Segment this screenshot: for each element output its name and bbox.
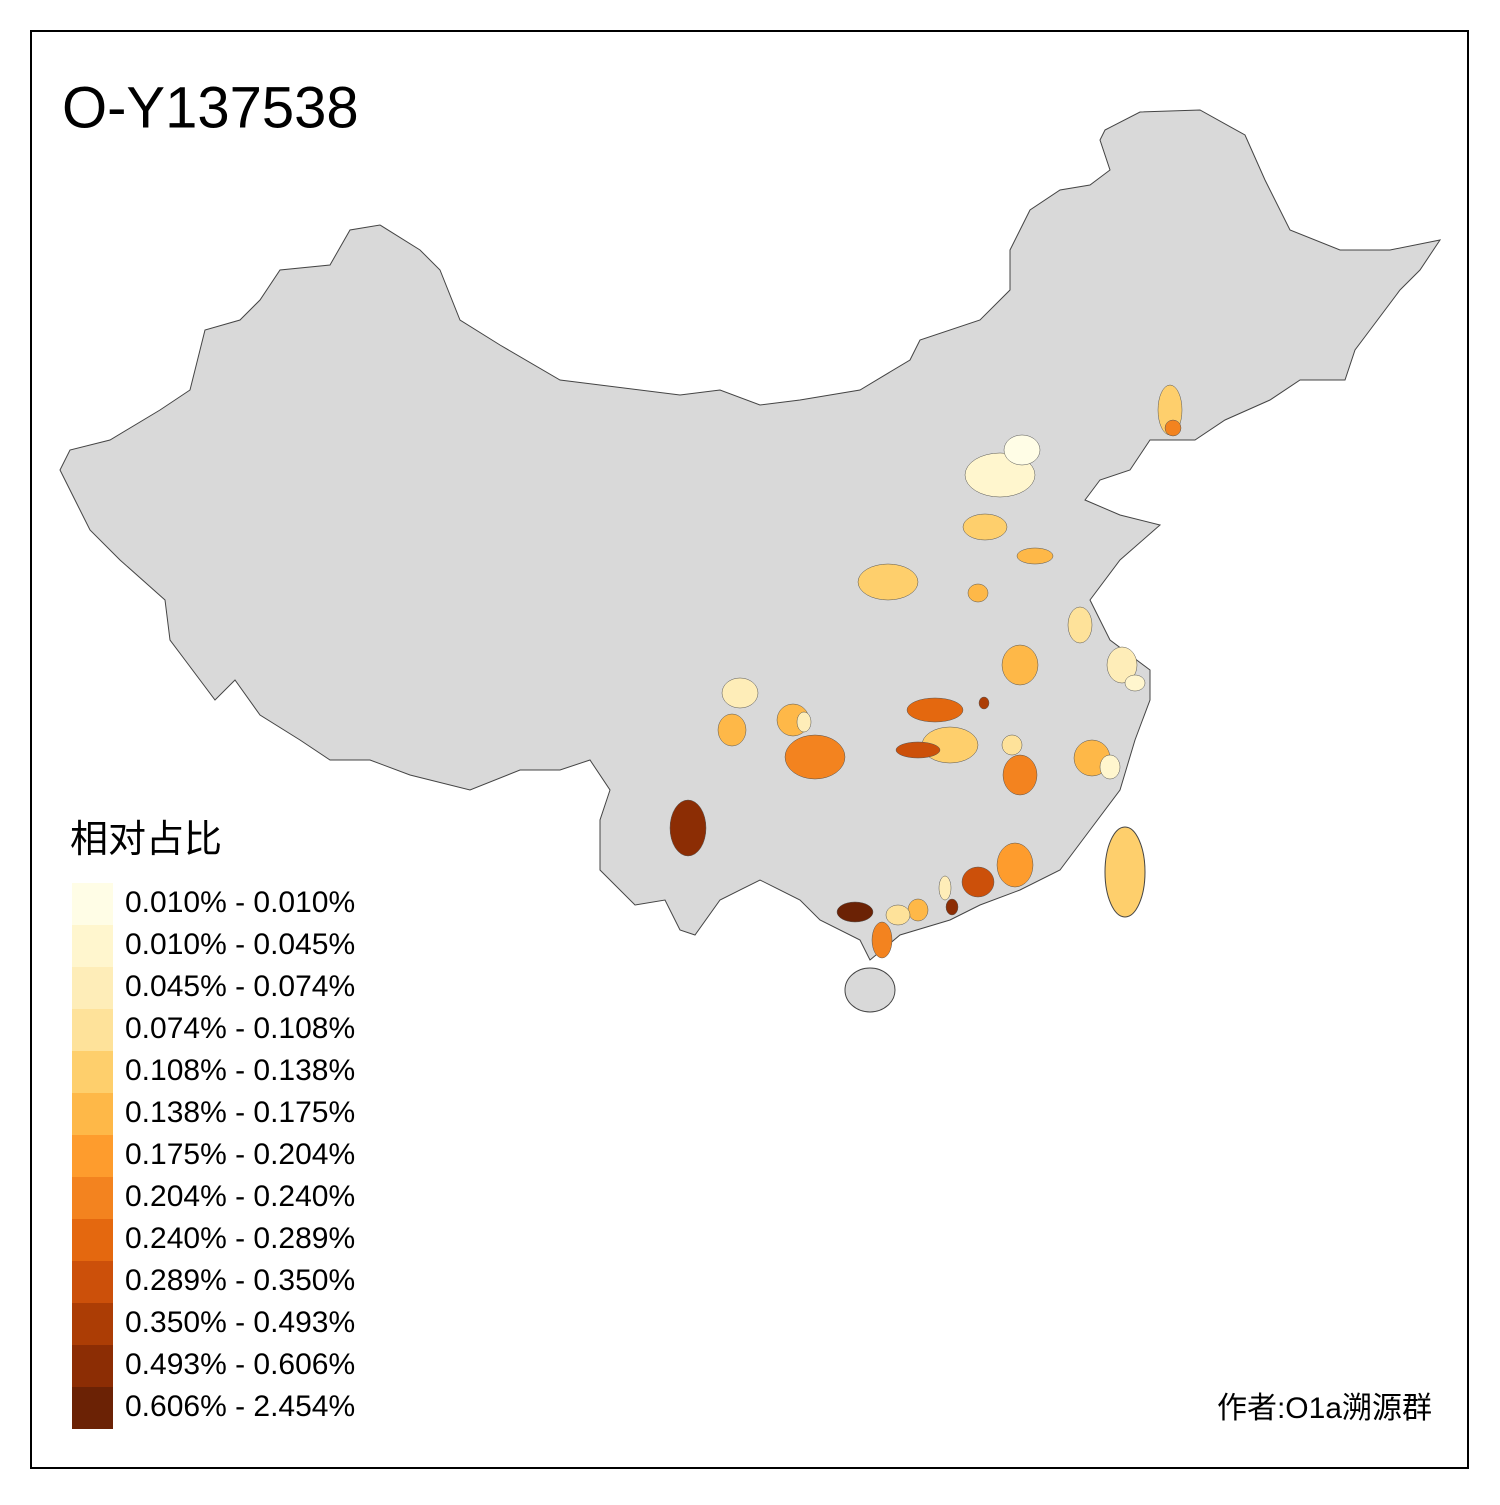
legend-title: 相对占比 [70, 819, 222, 861]
region [967, 583, 989, 603]
region [1001, 644, 1039, 686]
region [1124, 674, 1146, 692]
region [871, 921, 893, 959]
region [721, 677, 759, 709]
region [1067, 606, 1093, 644]
legend-label: 0.108% - 0.138% [125, 1054, 355, 1087]
legend-label: 0.289% - 0.350% [125, 1264, 355, 1297]
region [962, 513, 1008, 541]
region [1016, 547, 1054, 565]
legend-label: 0.074% - 0.108% [125, 1012, 355, 1045]
region [961, 866, 995, 898]
region [996, 842, 1034, 888]
region [669, 799, 707, 857]
hainan [844, 967, 896, 1013]
legend-swatch [72, 1387, 113, 1429]
region [938, 875, 952, 901]
author-credit: 作者:O1a溯源群 [1217, 1392, 1432, 1425]
region [1164, 419, 1182, 437]
legend-label: 0.606% - 2.454% [125, 1390, 355, 1423]
legend-label: 0.045% - 0.074% [125, 970, 355, 1003]
legend-label: 0.010% - 0.010% [125, 886, 355, 919]
legend-swatch [72, 925, 113, 967]
region [796, 711, 812, 733]
region [907, 898, 929, 922]
legend: 0.010% - 0.010% 0.010% - 0.045% 0.045% - 0… [72, 883, 355, 1429]
legend-swatch [72, 967, 113, 1009]
legend-swatch [72, 1177, 113, 1219]
region [784, 734, 846, 780]
legend-label: 0.175% - 0.204% [125, 1138, 355, 1171]
legend-swatch [72, 1261, 113, 1303]
legend-label: 0.204% - 0.240% [125, 1180, 355, 1213]
legend-swatch [72, 1093, 113, 1135]
region [1099, 754, 1121, 780]
legend-swatch [72, 1345, 113, 1387]
region [1106, 646, 1138, 684]
region [1003, 434, 1041, 466]
legend-swatch [72, 1051, 113, 1093]
region [1002, 754, 1038, 796]
region [945, 898, 959, 916]
region [857, 563, 919, 601]
region [1001, 734, 1023, 756]
region [717, 713, 747, 747]
legend-swatch [72, 1219, 113, 1261]
legend-label: 0.138% - 0.175% [125, 1096, 355, 1129]
title: O-Y137538 [62, 75, 359, 140]
legend-label: 0.010% - 0.045% [125, 928, 355, 961]
legend-swatch [72, 1303, 113, 1345]
legend-label: 0.350% - 0.493% [125, 1306, 355, 1339]
legend-swatch [72, 1009, 113, 1051]
regions [669, 384, 1183, 959]
legend-swatch [72, 883, 113, 925]
region [895, 741, 941, 759]
region [978, 696, 990, 710]
region [885, 904, 911, 926]
legend-label: 0.493% - 0.606% [125, 1348, 355, 1381]
region [836, 901, 874, 923]
region [906, 697, 964, 723]
legend-label: 0.240% - 0.289% [125, 1222, 355, 1255]
taiwan [1104, 826, 1146, 918]
legend-swatch [72, 1135, 113, 1177]
